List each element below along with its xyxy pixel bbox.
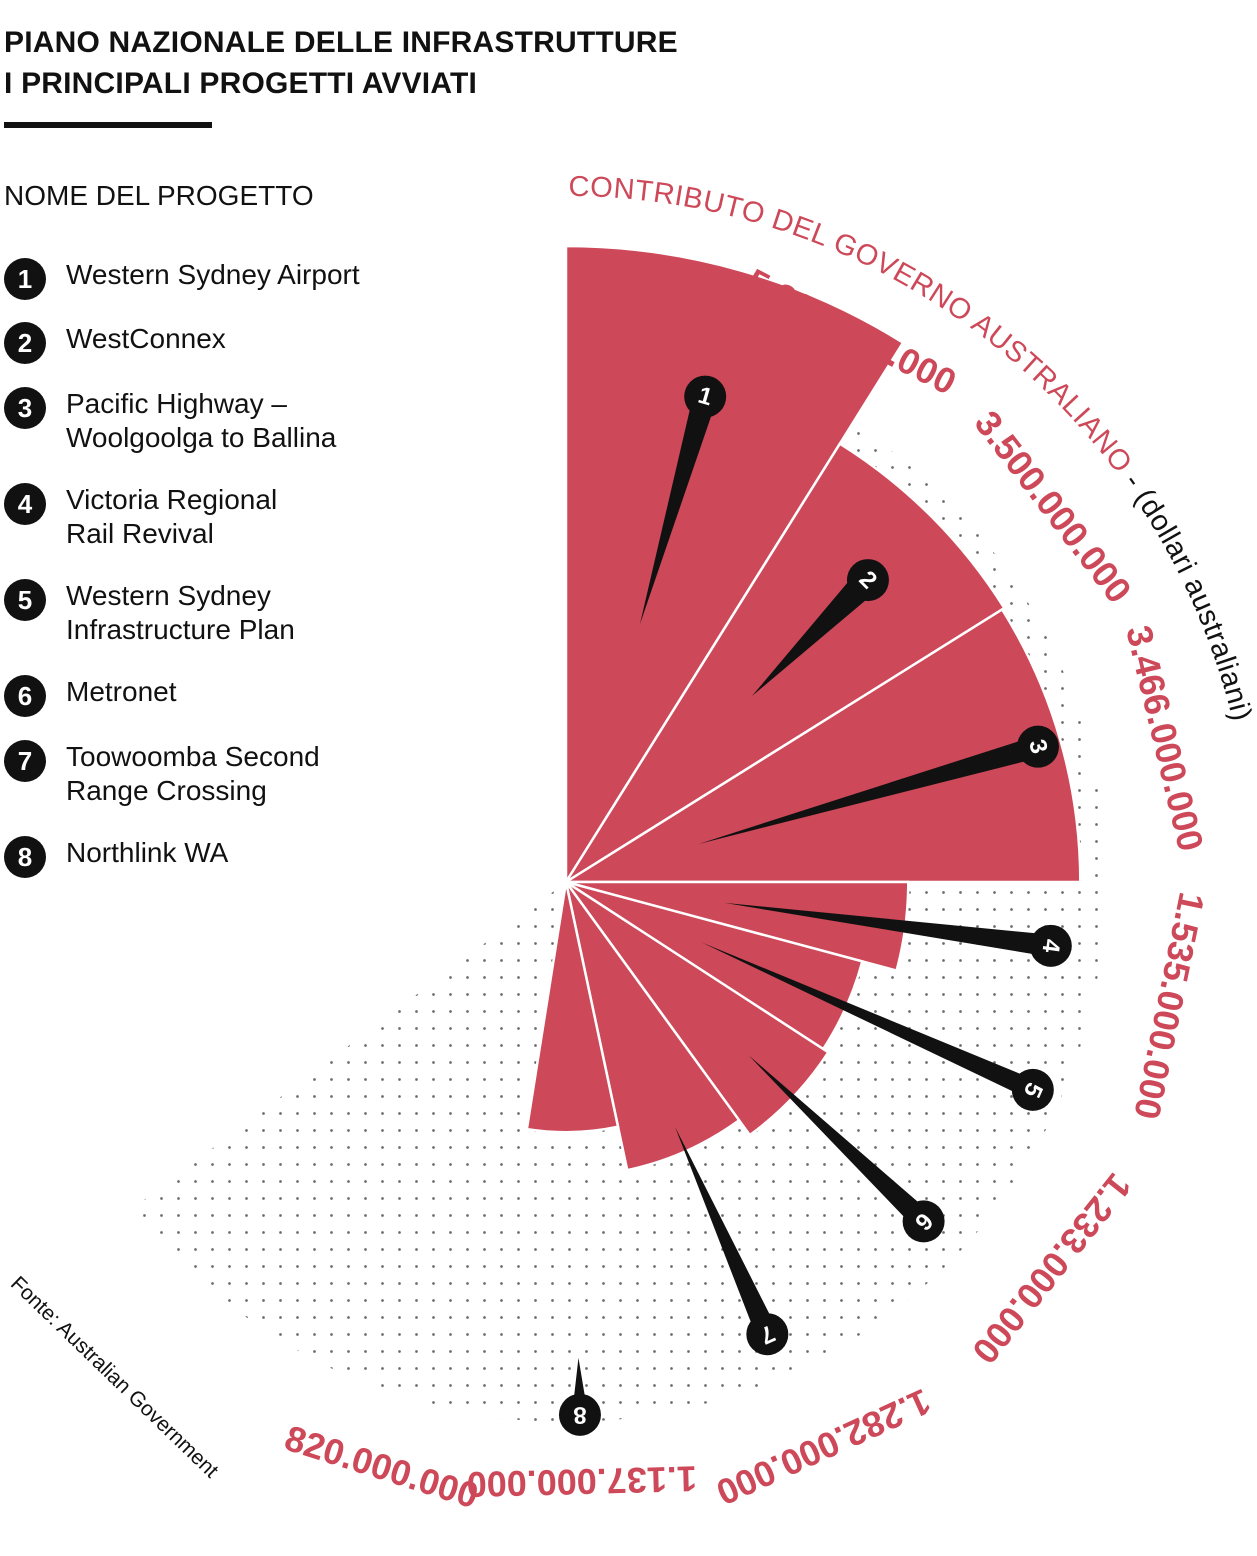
legend-label: Northlink WA bbox=[66, 836, 228, 870]
spike-badge-8 bbox=[558, 1393, 601, 1436]
spike-1 bbox=[639, 393, 717, 625]
value-label: 1.137.000.000 bbox=[466, 1458, 697, 1505]
legend-label-line: Northlink WA bbox=[66, 837, 229, 868]
legend-label-line: Western Sydney Airport bbox=[66, 259, 360, 290]
spike-badge-5 bbox=[1011, 1068, 1054, 1111]
spike-badge-7 bbox=[746, 1313, 789, 1356]
legend-label: Metronet bbox=[66, 675, 177, 709]
wedge-1 bbox=[564, 244, 905, 887]
spike-badge-6 bbox=[902, 1200, 945, 1243]
legend-label-line: Pacific Highway – bbox=[66, 388, 287, 419]
spike-badge-1 bbox=[684, 375, 727, 418]
spike-5 bbox=[702, 942, 1037, 1099]
spike-badge-4 bbox=[1029, 924, 1072, 967]
spike-badge-number: 4 bbox=[1036, 937, 1065, 954]
legend-number-badge: 4 bbox=[4, 483, 46, 525]
legend-label-line: WestConnex bbox=[66, 323, 226, 354]
legend-label: WestConnex bbox=[66, 322, 226, 356]
spike-2 bbox=[751, 570, 878, 697]
legend-label-line: Rail Revival bbox=[66, 518, 214, 549]
legend-label-line: Woolgoolga to Ballina bbox=[66, 422, 337, 453]
legend-label-line: Western Sydney bbox=[66, 580, 271, 611]
legend-label: Western Sydney Infrastructure Plan bbox=[66, 579, 295, 647]
legend-label-line: Metronet bbox=[66, 676, 177, 707]
spike-badge-number: 8 bbox=[573, 1401, 587, 1428]
value-label: 820.000.000 bbox=[280, 1417, 483, 1516]
spike-3 bbox=[698, 736, 1042, 844]
spike-badge-2 bbox=[846, 559, 889, 602]
legend-label-line: Range Crossing bbox=[66, 775, 267, 806]
spike-badge-3 bbox=[1016, 725, 1059, 768]
legend-label-line: Toowoomba Second bbox=[66, 741, 320, 772]
legend-number-badge: 1 bbox=[4, 258, 46, 300]
legend-number-badge: 3 bbox=[4, 387, 46, 429]
spike-6 bbox=[748, 1055, 932, 1230]
legend-number-badge: 6 bbox=[4, 675, 46, 717]
legend-number-badge: 2 bbox=[4, 322, 46, 364]
title-underline bbox=[4, 122, 212, 128]
legend-number-badge: 8 bbox=[4, 836, 46, 878]
legend-title: NOME DEL PROGETTO bbox=[4, 180, 314, 211]
wedge-8 bbox=[525, 881, 620, 1134]
title-line-2: I PRINCIPALI PROGETTI AVVIATI bbox=[4, 67, 478, 100]
wedge-3 bbox=[561, 607, 1082, 884]
title-line-1: PIANO NAZIONALE DELLE INFRASTRUTTURE bbox=[4, 26, 678, 59]
legend-label: Western Sydney Airport bbox=[66, 258, 360, 292]
chart-title: PIANO NAZIONALE DELLE INFRASTRUTTURE I P… bbox=[4, 22, 678, 104]
value-label: 1.282.000.000 bbox=[710, 1381, 937, 1514]
legend-number-badge: 7 bbox=[4, 740, 46, 782]
legend-label: Victoria Regional Rail Revival bbox=[66, 483, 277, 551]
spike-7 bbox=[675, 1126, 778, 1339]
legend-label: Toowoomba Second Range Crossing bbox=[66, 740, 320, 808]
value-label: 1.535.000.000 bbox=[1126, 889, 1212, 1123]
spike-4 bbox=[724, 902, 1053, 957]
value-label: 3.466.000.000 bbox=[1118, 621, 1212, 854]
legend-label-line: Infrastructure Plan bbox=[66, 614, 295, 645]
legend-number-badge: 5 bbox=[4, 579, 46, 621]
legend-label: Pacific Highway – Woolgoolga to Ballina bbox=[66, 387, 336, 455]
legend-label-line: Victoria Regional bbox=[66, 484, 278, 515]
